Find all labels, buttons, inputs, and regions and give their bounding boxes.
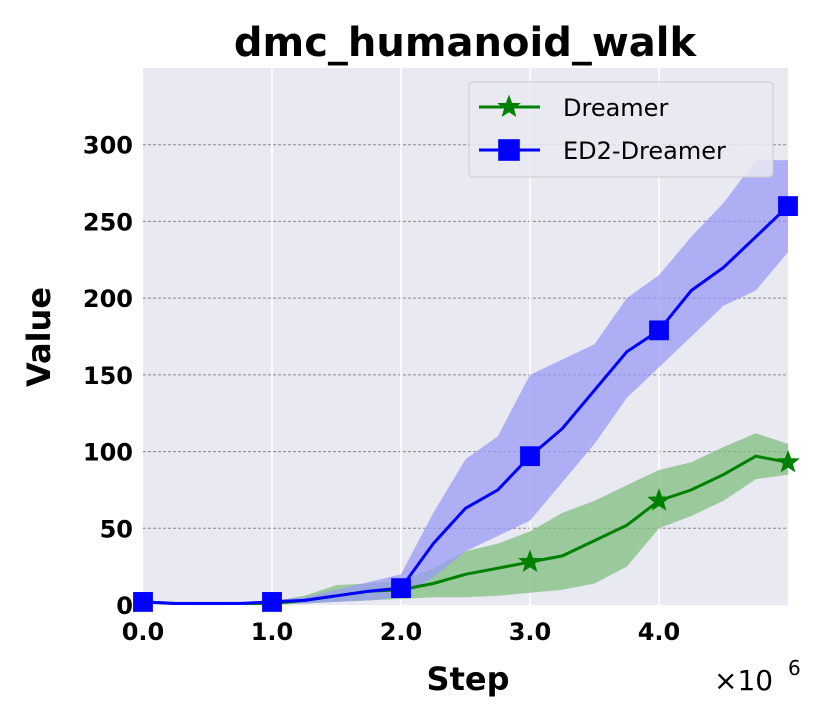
- y-tick-label: 250: [83, 208, 133, 236]
- x-multiplier-exponent: 6: [788, 656, 801, 680]
- x-multiplier-base: ×10: [714, 664, 773, 697]
- x-axis-label: Step: [427, 660, 510, 698]
- band-dreamer: [143, 433, 788, 605]
- marker-dreamer: [647, 488, 671, 511]
- marker-ed2-dreamer: [391, 578, 411, 599]
- band-ed2-dreamer: [143, 160, 788, 605]
- legend-label-dreamer: Dreamer: [563, 94, 668, 122]
- y-axis-ticks: 0 50 100 150 200 250 300: [83, 132, 133, 620]
- y-tick-label: 150: [83, 362, 133, 390]
- x-tick-label: 3.0: [509, 618, 552, 646]
- legend-box: [468, 81, 774, 178]
- y-tick-label: 100: [83, 439, 133, 467]
- y-tick-label: 300: [83, 132, 133, 160]
- x-tick-label: 0.0: [122, 618, 165, 646]
- y-axis-label: Value: [20, 287, 58, 387]
- confidence-bands: [143, 160, 788, 605]
- marker-ed2-dreamer: [778, 196, 798, 216]
- y-tick-label: 200: [83, 285, 133, 313]
- x-axis-ticks: 0.0 1.0 2.0 3.0 4.0: [122, 618, 681, 646]
- series-lines: [142, 205, 790, 605]
- legend-label-ed2-dreamer: ED2-Dreamer: [563, 137, 726, 165]
- legend-marker-ed2-dreamer: [498, 139, 520, 161]
- marker-ed2-dreamer: [520, 446, 540, 467]
- marker-ed2-dreamer: [649, 320, 669, 341]
- marker-dreamer: [518, 549, 542, 573]
- x-tick-label: 2.0: [380, 618, 423, 646]
- x-tick-label: 4.0: [638, 618, 681, 646]
- legend: Dreamer ED2-Dreamer: [468, 81, 774, 178]
- y-tick-label: 50: [100, 515, 133, 543]
- y-tick-label: 0: [116, 592, 133, 620]
- x-tick-label: 1.0: [251, 618, 294, 646]
- marker-dreamer: [776, 449, 800, 473]
- chart-title: dmc_humanoid_walk: [234, 20, 698, 66]
- series-markers: [133, 196, 800, 612]
- x-axis-multiplier: ×10 6: [714, 656, 801, 697]
- legend-marker-dreamer: [497, 94, 521, 118]
- marker-ed2-dreamer: [262, 592, 282, 612]
- marker-ed2-dreamer: [133, 592, 153, 612]
- line-ed2-dreamer: [142, 205, 790, 605]
